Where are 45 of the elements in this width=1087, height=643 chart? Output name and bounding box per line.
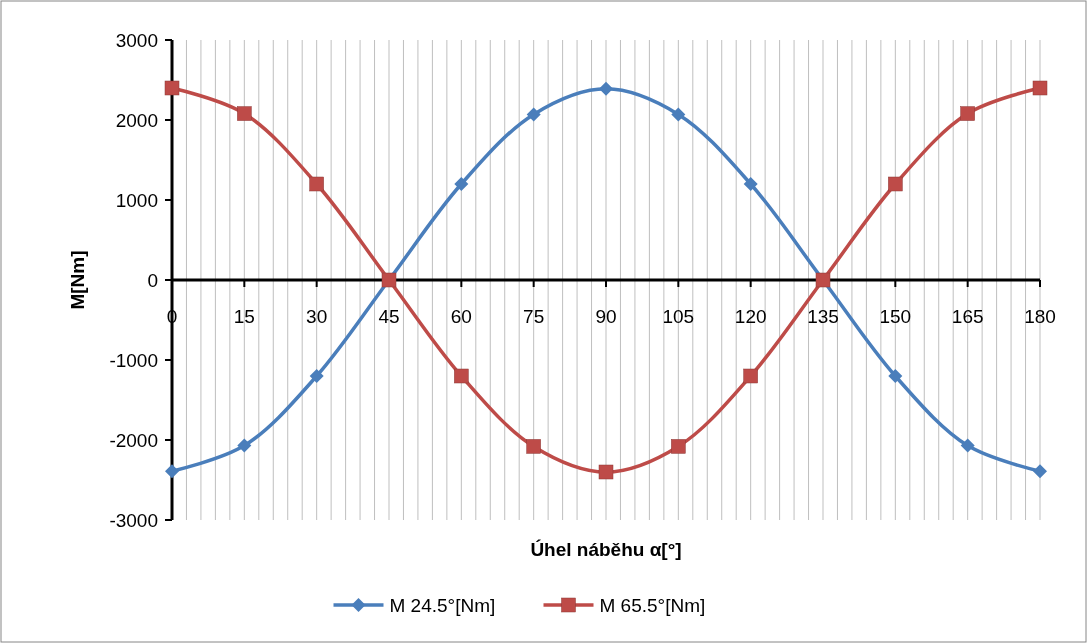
legend-label: M 65.5°[Nm]	[599, 595, 706, 616]
point	[237, 106, 252, 121]
x-tick-label: 105	[662, 306, 695, 327]
y-tick-label: -3000	[109, 510, 158, 531]
y-tick-label: -2000	[109, 430, 158, 451]
x-tick-label: 30	[306, 306, 328, 327]
point	[888, 176, 903, 192]
point	[164, 80, 180, 96]
point	[1033, 464, 1047, 479]
point	[743, 368, 758, 384]
point	[526, 107, 541, 122]
point	[960, 106, 975, 121]
point	[237, 438, 252, 453]
x-tick-label: 180	[1024, 306, 1056, 327]
point	[671, 107, 686, 122]
y-tick-label: -1000	[109, 350, 158, 371]
point	[454, 177, 469, 191]
x-tick-label: 75	[523, 306, 545, 327]
legend-label: M 24.5°[Nm]	[389, 595, 496, 616]
y-tick-label: 2000	[115, 110, 158, 131]
x-tick-label: 120	[734, 306, 767, 327]
point	[599, 81, 613, 96]
y-axis-title: M[Nm]	[67, 250, 88, 310]
point	[888, 369, 903, 383]
x-tick-label: 150	[879, 306, 912, 327]
x-axis-title: Úhel náběhu α[°]	[530, 539, 682, 560]
point	[960, 438, 975, 453]
y-tick-label: 1000	[115, 190, 158, 211]
point	[743, 177, 758, 191]
point	[598, 464, 614, 480]
point	[454, 368, 469, 384]
x-tick-label: 60	[450, 306, 472, 327]
point	[1032, 80, 1048, 96]
x-tick-label: 165	[951, 306, 984, 327]
point	[526, 439, 541, 454]
y-tick-label: 0	[147, 270, 158, 291]
x-tick-label: 90	[595, 306, 617, 327]
point	[309, 369, 324, 383]
point	[671, 439, 686, 454]
x-tick-label: 45	[378, 306, 400, 327]
point	[165, 464, 179, 479]
y-tick-label: 3000	[115, 30, 158, 51]
x-tick-label: 135	[807, 306, 839, 327]
point	[309, 176, 324, 192]
x-tick-label: 15	[233, 306, 255, 327]
